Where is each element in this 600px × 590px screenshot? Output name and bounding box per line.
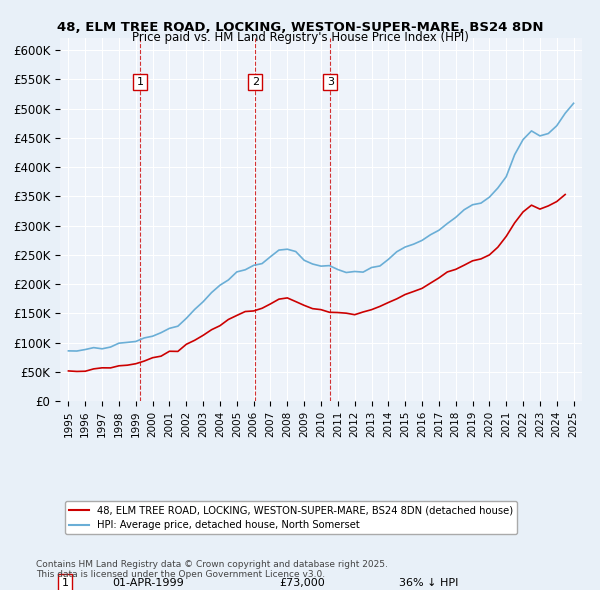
Text: Contains HM Land Registry data © Crown copyright and database right 2025.
This d: Contains HM Land Registry data © Crown c… bbox=[36, 560, 388, 579]
Text: 36% ↓ HPI: 36% ↓ HPI bbox=[400, 578, 458, 588]
Legend: 48, ELM TREE ROAD, LOCKING, WESTON-SUPER-MARE, BS24 8DN (detached house), HPI: A: 48, ELM TREE ROAD, LOCKING, WESTON-SUPER… bbox=[65, 501, 517, 534]
Text: £73,000: £73,000 bbox=[279, 578, 325, 588]
Text: 1: 1 bbox=[136, 77, 143, 87]
Text: 1: 1 bbox=[62, 578, 69, 588]
Text: Price paid vs. HM Land Registry's House Price Index (HPI): Price paid vs. HM Land Registry's House … bbox=[131, 31, 469, 44]
Text: 2: 2 bbox=[252, 77, 259, 87]
Text: 48, ELM TREE ROAD, LOCKING, WESTON-SUPER-MARE, BS24 8DN: 48, ELM TREE ROAD, LOCKING, WESTON-SUPER… bbox=[57, 21, 543, 34]
Text: 3: 3 bbox=[327, 77, 334, 87]
Text: 01-APR-1999: 01-APR-1999 bbox=[112, 578, 184, 588]
